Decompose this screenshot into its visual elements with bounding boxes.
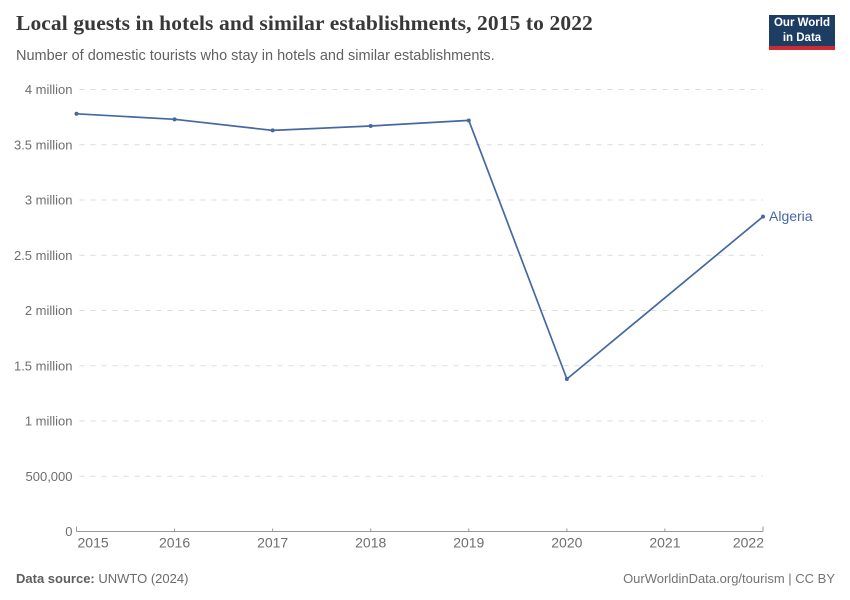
x-axis-tick-label: 2017 xyxy=(257,535,288,551)
x-axis-tick-label: 2016 xyxy=(159,535,190,551)
x-axis-tick-label: 2018 xyxy=(355,535,386,551)
chart-footer: Data source: UNWTO (2024) OurWorldinData… xyxy=(16,571,835,586)
y-axis-tick-label: 1.5 million xyxy=(14,358,73,373)
y-axis-tick-label: 4 million xyxy=(25,82,73,97)
y-axis-tick-label: 0 xyxy=(65,524,72,539)
data-point-marker[interactable] xyxy=(172,117,177,122)
data-point-marker[interactable] xyxy=(466,118,471,123)
chart-subtitle: Number of domestic tourists who stay in … xyxy=(16,48,495,64)
x-axis-tick-label: 2022 xyxy=(733,535,764,551)
y-axis-tick-label: 3 million xyxy=(25,193,73,208)
y-axis-tick-label: 2.5 million xyxy=(14,248,73,263)
owid-logo-line1: Our World xyxy=(773,17,830,30)
data-source-value: UNWTO (2024) xyxy=(94,571,189,586)
x-axis-tick-label: 2021 xyxy=(649,535,680,551)
data-source-label: Data source: xyxy=(16,571,95,586)
chart-title: Local guests in hotels and similar estab… xyxy=(16,11,593,35)
data-source-text: Data source: UNWTO (2024) xyxy=(16,571,188,586)
data-point-marker[interactable] xyxy=(368,123,373,128)
x-axis-tick-label: 2015 xyxy=(78,535,109,551)
x-axis-tick-label: 2019 xyxy=(453,535,484,551)
owid-logo-line2: in Data xyxy=(782,31,822,44)
data-point-marker[interactable] xyxy=(270,128,275,133)
y-axis-tick-label: 500,000 xyxy=(26,469,73,484)
data-point-marker[interactable] xyxy=(564,377,569,382)
footer-link[interactable]: OurWorldinData.org/tourism | CC BY xyxy=(623,571,835,586)
y-axis-tick-label: 3.5 million xyxy=(14,137,73,152)
x-axis-tick-label: 2020 xyxy=(551,535,582,551)
line-series-algeria[interactable] xyxy=(75,112,764,380)
entity-label-algeria[interactable]: Algeria xyxy=(769,208,813,224)
y-axis-tick-label: 1 million xyxy=(25,414,73,429)
owid-logo[interactable]: Our World in Data xyxy=(769,15,835,50)
y-axis-tick-label: 2 million xyxy=(25,303,73,318)
data-point-marker[interactable] xyxy=(761,214,765,219)
data-point-marker[interactable] xyxy=(74,111,79,116)
